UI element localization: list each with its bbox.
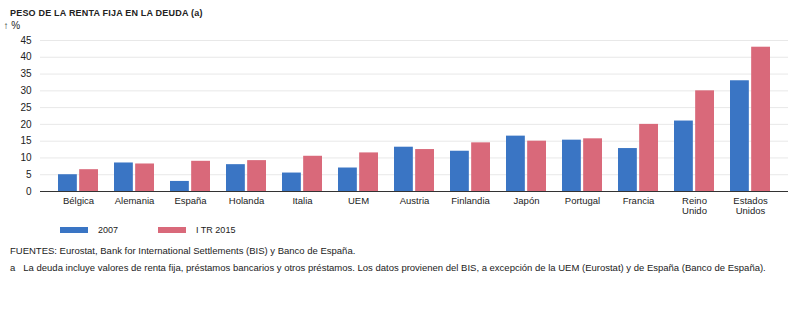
svg-text:35: 35 bbox=[20, 68, 32, 79]
svg-text:10: 10 bbox=[20, 152, 32, 163]
svg-text:30: 30 bbox=[20, 85, 32, 96]
svg-text:UEM: UEM bbox=[348, 195, 369, 206]
svg-text:0: 0 bbox=[26, 186, 32, 197]
svg-text:15: 15 bbox=[20, 135, 32, 146]
svg-text:Bélgica: Bélgica bbox=[63, 195, 95, 206]
svg-text:Italia: Italia bbox=[292, 195, 313, 206]
svg-text:5: 5 bbox=[26, 169, 32, 180]
svg-text:20: 20 bbox=[20, 119, 32, 130]
svg-text:Portugal: Portugal bbox=[565, 195, 600, 206]
html-text:2007: 2007 bbox=[98, 225, 118, 235]
svg-text:Japón: Japón bbox=[514, 195, 540, 206]
svg-text:↑ %: ↑ % bbox=[4, 20, 21, 31]
svg-text:45: 45 bbox=[20, 35, 32, 46]
svg-text:España: España bbox=[174, 195, 207, 206]
svg-text:EstadosUnidos: EstadosUnidos bbox=[733, 195, 768, 216]
svg-text:Holanda: Holanda bbox=[229, 195, 265, 206]
svg-text:Finlandia: Finlandia bbox=[451, 195, 490, 206]
html-text:La deuda incluye valores de re: La deuda incluye valores de renta fija, … bbox=[23, 262, 766, 273]
svg-text:40: 40 bbox=[20, 51, 32, 62]
html-text:FUENTES: Eurostat, Bank for In: FUENTES: Eurostat, Bank for Internationa… bbox=[10, 245, 356, 256]
html-text:PESO DE LA RENTA FIJA EN LA DE: PESO DE LA RENTA FIJA EN LA DEUDA (a) bbox=[10, 8, 203, 18]
svg-text:Austria: Austria bbox=[400, 195, 430, 206]
svg-text:Francia: Francia bbox=[623, 195, 655, 206]
svg-text:ReinoUnido: ReinoUnido bbox=[682, 195, 707, 216]
html-text:I TR 2015: I TR 2015 bbox=[196, 225, 236, 235]
svg-text:Alemania: Alemania bbox=[115, 195, 155, 206]
html-text:a: a bbox=[10, 262, 16, 273]
svg-text:25: 25 bbox=[20, 102, 32, 113]
